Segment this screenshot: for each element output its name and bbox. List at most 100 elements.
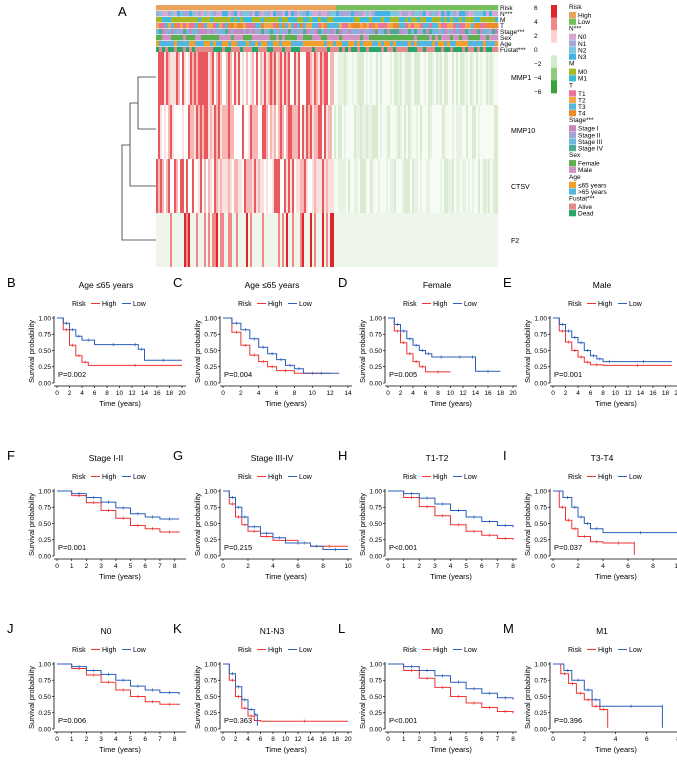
heatmap-cell	[496, 52, 499, 105]
anno-cell	[492, 11, 496, 17]
anno-cell	[228, 23, 232, 29]
x-tick-label: 3	[99, 736, 103, 743]
anno-cell	[468, 47, 472, 53]
heatmap-cell	[262, 105, 265, 159]
x-tick-label: 8	[271, 736, 275, 743]
anno-cell	[279, 11, 283, 17]
anno-cell	[195, 41, 199, 47]
anno-cell	[204, 35, 208, 41]
anno-cell	[465, 29, 469, 35]
heatmap-cell	[296, 213, 299, 267]
color-scale-tick: −2	[534, 61, 542, 68]
heatmap-cell	[382, 52, 385, 105]
heatmap-cell	[314, 52, 317, 105]
heatmap-cell	[338, 159, 341, 213]
heatmap-cell	[442, 159, 445, 213]
anno-cell	[417, 41, 421, 47]
heatmap-cell	[332, 159, 335, 213]
p-value: P=0.001	[554, 370, 582, 379]
y-tick-label: 1.00	[534, 315, 547, 322]
legend-title: Sex	[569, 152, 581, 159]
legend-swatch	[569, 46, 576, 54]
heatmap-cell	[350, 52, 353, 105]
anno-cell	[249, 23, 253, 29]
anno-cell	[279, 35, 283, 41]
km-curve-high	[388, 663, 514, 714]
y-tick-label: 0.25	[38, 364, 51, 371]
anno-cell	[357, 41, 361, 47]
heatmap-cell	[190, 213, 193, 267]
heatmap-cell	[220, 213, 223, 267]
anno-cell	[396, 23, 400, 29]
anno-cell	[459, 23, 463, 29]
heatmap-cell	[318, 213, 321, 267]
heatmap-cell	[456, 159, 459, 213]
anno-cell	[237, 41, 241, 47]
anno-cell	[411, 17, 415, 23]
anno-cell	[435, 23, 439, 29]
anno-cell	[279, 5, 283, 11]
anno-cell	[270, 29, 274, 35]
heatmap-gene-labels: MMP1 MMP10 CTSV F2	[511, 75, 535, 245]
anno-cell	[261, 5, 265, 11]
heatmap-cell	[338, 213, 341, 267]
x-tick-label: 3	[99, 563, 103, 570]
legend-low-label: Low	[629, 301, 643, 308]
anno-cell	[156, 41, 160, 47]
y-tick-label: 0.75	[38, 505, 51, 512]
heatmap-cell	[256, 159, 259, 213]
anno-cell	[345, 23, 349, 29]
anno-cell	[492, 41, 496, 47]
anno-cell	[243, 5, 247, 11]
anno-cell	[468, 35, 472, 41]
km-curve-high	[57, 317, 182, 366]
heatmap-cell	[286, 213, 289, 267]
heatmap-cell	[396, 213, 399, 267]
heatmap-cell	[374, 213, 377, 267]
x-axis-title: Time (years)	[265, 399, 307, 408]
anno-cell	[480, 23, 484, 29]
y-tick-label: 0.50	[534, 694, 547, 701]
anno-cell	[228, 5, 232, 11]
anno-cell	[192, 5, 196, 11]
heatmap-cell	[328, 52, 331, 105]
heatmap-cell	[238, 105, 241, 159]
color-scale-segment	[551, 80, 557, 94]
anno-cell	[477, 23, 481, 29]
anno-cell	[417, 11, 421, 17]
anno-cell	[258, 35, 262, 41]
anno-cell	[318, 47, 322, 53]
heatmap-cell	[228, 159, 231, 213]
legend-risk-label: Risk	[568, 647, 582, 654]
x-tick-label: 4	[271, 563, 275, 570]
anno-cell	[417, 5, 421, 11]
legend-label: Stage I	[578, 126, 599, 133]
heatmap-cell	[360, 105, 363, 159]
anno-cell	[474, 11, 478, 17]
anno-cell	[249, 5, 253, 11]
heatmap-cell	[276, 105, 279, 159]
panel-letter: B	[7, 275, 16, 290]
heatmap-cell	[440, 159, 443, 213]
heatmap-cell	[256, 213, 259, 267]
heatmap-cell	[462, 159, 465, 213]
y-axis-title: Survival probability	[358, 666, 367, 729]
heatmap-cell	[294, 213, 297, 267]
anno-cell	[249, 11, 253, 17]
heatmap-cell	[340, 105, 343, 159]
anno-cell	[375, 17, 379, 23]
anno-cell	[276, 11, 280, 17]
heatmap-cell	[224, 52, 227, 105]
heatmap-cell	[458, 105, 461, 159]
y-axis-title: Survival probability	[27, 493, 36, 556]
heatmap-cell	[414, 159, 417, 213]
anno-label-m: M	[500, 17, 505, 24]
heatmap-cell	[392, 213, 395, 267]
anno-cell	[237, 47, 241, 53]
anno-cell	[180, 29, 184, 35]
anno-cell	[423, 29, 427, 35]
anno-cell	[420, 5, 424, 11]
anno-cell	[300, 5, 304, 11]
anno-cell	[330, 41, 334, 47]
